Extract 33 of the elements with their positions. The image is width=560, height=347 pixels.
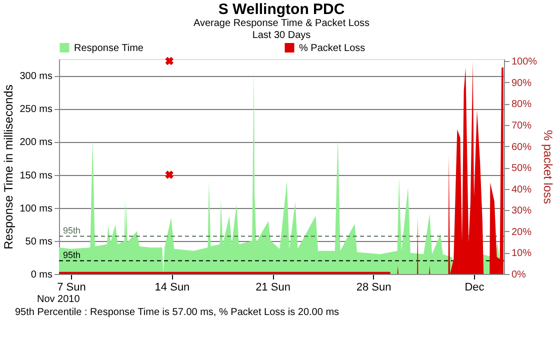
ref-line-label: 95th	[63, 225, 81, 236]
y-tick-label: 50 ms	[25, 236, 52, 248]
x-tick-label: 14 Sun	[154, 282, 190, 294]
y2-tick-label: 40%	[512, 184, 532, 196]
y2-tick-label: 70%	[512, 120, 532, 132]
ref-line-label: 95th	[63, 250, 81, 260]
text: Nov 2010	[37, 294, 80, 305]
y2-tick-label: 60%	[512, 142, 532, 153]
chart-title: S Wellington PDC	[218, 1, 345, 18]
y2-tick-label: 0%	[512, 270, 526, 280]
chart-subtitle: Average Response Time & Packet Loss Last 30 Days	[193, 18, 370, 41]
y-tick-label: 250 ms	[20, 104, 52, 116]
y2-tick-label: 100%	[512, 56, 538, 68]
y-tick-label: 150 ms	[20, 170, 52, 182]
x-tick-label: 21 Sun	[256, 282, 290, 294]
legend-label: Response Time	[74, 42, 144, 54]
y-tick-label: 200 ms	[20, 137, 52, 148]
legend-label: % Packet Loss	[299, 42, 366, 54]
y2-tick-label: 30%	[512, 206, 532, 217]
text: 95th Percentile : Response Time is 57.00 ms, % Packet Loss is 20.00 ms	[15, 307, 340, 318]
y-axis-title: Response Time in milliseconds	[2, 84, 16, 250]
x-tick-label: 28 Sun	[356, 282, 392, 294]
y2-axis-title: % packet loss	[541, 130, 556, 204]
x-tick-label: 7 Sun	[57, 282, 86, 294]
y2-tick-label: 90%	[512, 78, 532, 89]
x-tick-label: Dec	[464, 282, 485, 294]
y-tick-label: 300 ms	[20, 71, 52, 82]
y2-tick-label: 20%	[512, 226, 532, 238]
y-tick-label: 0 ms	[30, 270, 52, 280]
y2-tick-label: 50%	[512, 163, 532, 174]
y-tick-label: 100 ms	[20, 203, 52, 214]
y2-tick-label: 80%	[512, 99, 532, 110]
y2-tick-label: 10%	[512, 248, 532, 260]
